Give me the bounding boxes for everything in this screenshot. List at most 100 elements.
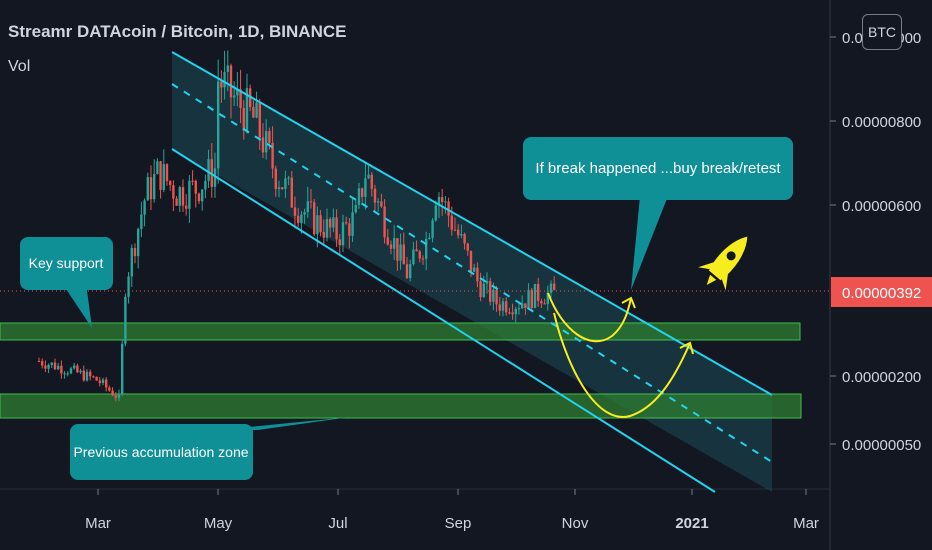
candle <box>245 73 249 134</box>
candle <box>284 170 287 198</box>
projection-long-arrowhead <box>679 341 694 355</box>
candle <box>319 210 322 237</box>
candle <box>456 223 460 239</box>
candle <box>460 224 463 239</box>
candle <box>216 59 220 184</box>
candle <box>543 298 546 305</box>
projection-short-arrowhead <box>621 296 636 309</box>
candle <box>114 392 117 402</box>
candle <box>306 186 309 218</box>
candle <box>229 63 233 119</box>
candle <box>172 180 175 211</box>
candle <box>223 50 226 100</box>
channel-mid-line[interactable] <box>171 83 773 463</box>
candle <box>312 199 316 237</box>
candle <box>117 389 121 402</box>
candle <box>88 369 92 381</box>
candle <box>66 371 69 377</box>
candle <box>296 207 300 228</box>
break-callout[interactable]: If break happened ...buy break/retest <box>523 137 793 290</box>
candle <box>552 276 556 291</box>
time-label-0: Mar <box>85 515 111 532</box>
time-label-4: Nov <box>562 515 589 532</box>
candle <box>261 123 265 158</box>
accumulation-label: Previous accumulation zone <box>73 444 248 460</box>
candle <box>252 100 255 119</box>
candle <box>168 180 172 191</box>
channel-lower-line[interactable] <box>171 148 716 493</box>
candle <box>274 165 277 197</box>
candle <box>392 225 396 260</box>
candle <box>98 377 101 387</box>
candle <box>60 360 63 379</box>
candle <box>111 387 114 397</box>
candle <box>280 186 284 190</box>
accumulation-zone <box>0 393 802 419</box>
candle <box>127 272 130 304</box>
candle <box>418 249 421 263</box>
candle <box>466 242 469 256</box>
symbol-title[interactable]: Streamr DATAcoin / Bitcoin, 1D, BINANCE <box>8 22 347 41</box>
candle <box>405 256 409 279</box>
candle <box>325 208 329 242</box>
candle <box>184 194 188 216</box>
candle <box>444 195 447 214</box>
candle <box>472 263 476 273</box>
candle <box>194 179 197 208</box>
candle <box>120 339 124 397</box>
candle <box>357 182 361 209</box>
candle <box>37 357 41 363</box>
candle <box>335 209 338 247</box>
currency-button[interactable]: BTC <box>862 14 902 50</box>
candle <box>424 231 428 271</box>
candle <box>508 307 511 315</box>
candle <box>156 158 159 175</box>
candle <box>341 214 345 253</box>
candle <box>47 363 50 374</box>
candle <box>514 306 517 323</box>
candle <box>101 377 105 386</box>
candle <box>367 165 370 180</box>
price-axis[interactable]: 0.000010000.000008000.000006000.00000200… <box>830 30 921 454</box>
candle <box>165 163 169 186</box>
time-label-1: May <box>204 515 233 532</box>
accumulation-callout[interactable]: Previous accumulation zone <box>70 417 350 480</box>
candle <box>79 368 82 375</box>
key-support-callout[interactable]: Key support <box>20 237 113 328</box>
candle <box>501 298 505 317</box>
candle <box>546 285 549 311</box>
candle <box>322 219 325 247</box>
candle <box>72 362 76 370</box>
volume-indicator-label[interactable]: Vol <box>8 58 31 75</box>
candle <box>517 301 521 315</box>
candle <box>463 232 466 250</box>
channel-upper-line[interactable] <box>171 51 773 396</box>
candle <box>453 217 457 232</box>
candle <box>511 303 514 320</box>
candle <box>402 232 405 265</box>
candle <box>277 180 281 198</box>
time-label-3: Sep <box>445 515 472 532</box>
candle <box>76 363 79 374</box>
candle <box>146 172 149 201</box>
candle <box>412 241 415 266</box>
candle <box>143 198 146 227</box>
candle <box>56 363 60 371</box>
candle <box>159 160 162 199</box>
candle <box>200 189 204 211</box>
candlestick-series <box>37 50 556 402</box>
candle <box>85 369 89 382</box>
candle <box>495 285 498 312</box>
candle <box>364 161 367 210</box>
time-label-2: Jul <box>328 515 347 532</box>
candle <box>188 175 191 223</box>
candle <box>92 375 95 379</box>
candle <box>197 192 201 205</box>
candle <box>152 159 156 203</box>
projection-long-arrow <box>553 312 691 418</box>
candle <box>136 227 140 269</box>
candle <box>232 81 236 106</box>
time-axis[interactable]: Mar May Jul Sep Nov 2021 Mar <box>85 489 819 532</box>
